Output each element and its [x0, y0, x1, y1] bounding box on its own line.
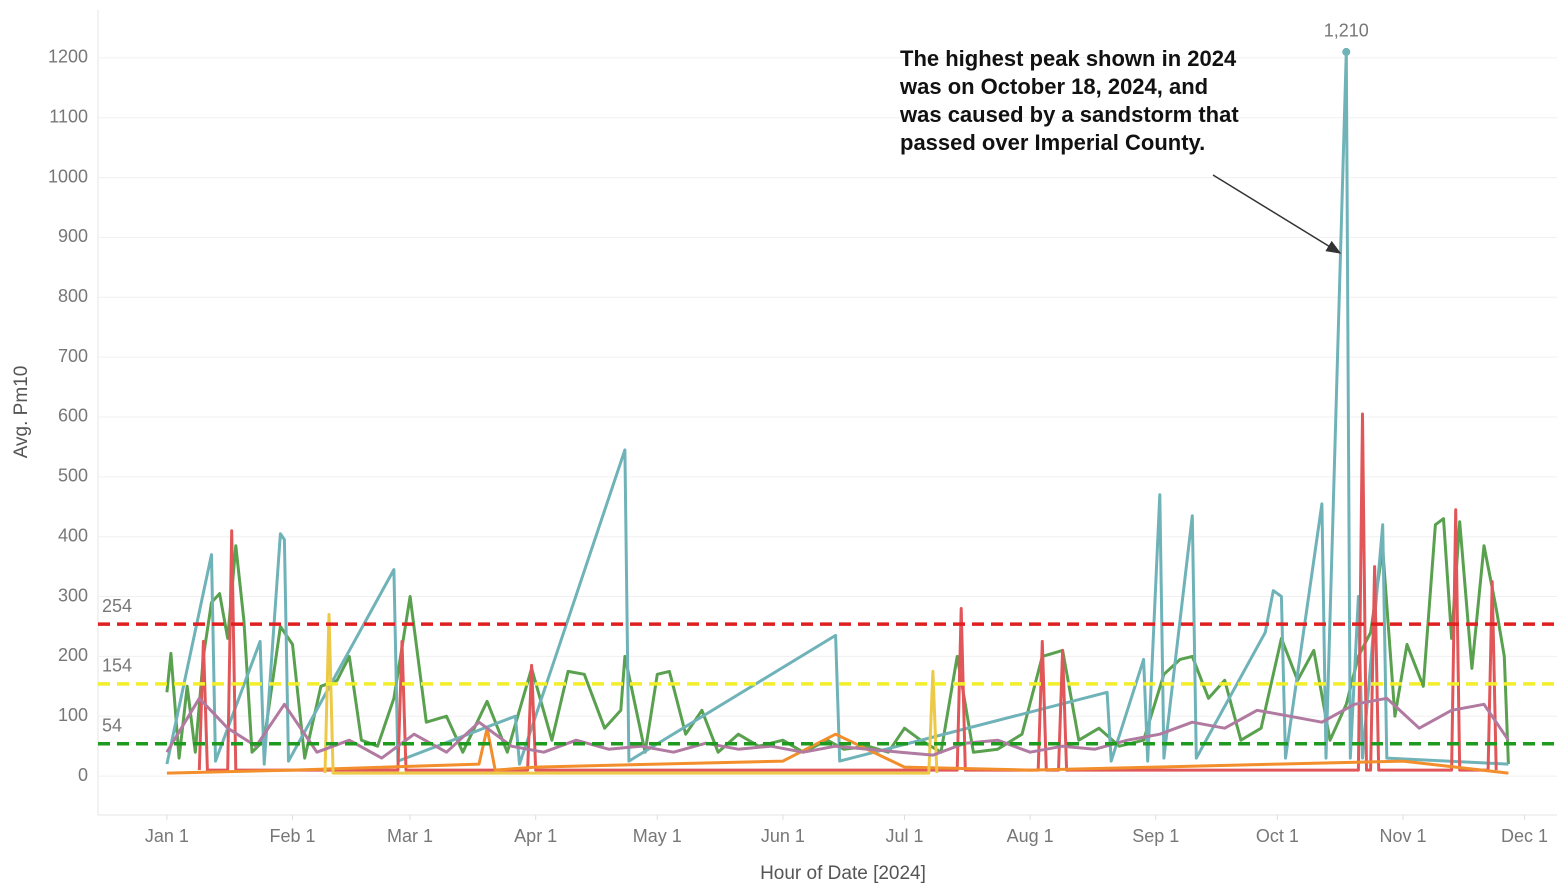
annotation-arrow	[1212, 174, 1342, 254]
x-tick-label: May 1	[633, 826, 682, 846]
grid: 0 100 200 300 400 500 600 700 800 900 1000 1100 1200…	[48, 10, 1557, 846]
y-tick-label: 0	[78, 765, 88, 785]
series-line	[166, 726, 1509, 775]
annotation: was caused by a sandstorm that	[899, 102, 1239, 127]
y-tick-label: 900	[58, 226, 88, 246]
x-axis-label: Hour of Date [2024]	[760, 863, 926, 884]
annotation: was on October 18, 2024, and	[899, 74, 1208, 99]
x-tick-label: Mar 1	[387, 826, 433, 846]
series: 1,210	[165, 21, 1510, 775]
data-label: 1,210	[1324, 21, 1369, 41]
series-line	[323, 613, 939, 775]
y-tick-label: 1200	[48, 47, 88, 67]
x-tick-label: Apr 1	[514, 826, 557, 846]
y-axis-label: Avg. Pm10	[11, 366, 32, 459]
y-tick-label: 200	[58, 645, 88, 665]
annotation: passed over Imperial County.	[900, 130, 1205, 155]
series-line	[165, 50, 1509, 766]
y-tick-label: 1000	[48, 166, 88, 186]
y-tick-label: 100	[58, 705, 88, 725]
y-tick-label: 800	[58, 286, 88, 306]
x-tick-label: Dec 1	[1501, 826, 1548, 846]
y-tick-label: 700	[58, 346, 88, 366]
x-tick-label: Aug 1	[1007, 826, 1054, 846]
y-tick-label: 1100	[49, 106, 88, 126]
x-tick-label: Jan 1	[145, 826, 189, 846]
y-tick-label: 400	[58, 525, 88, 545]
series-line	[165, 696, 1510, 760]
reference-label: 254	[102, 596, 132, 616]
x-tick-label: Oct 1	[1256, 826, 1299, 846]
x-tick-label: Jul 1	[885, 826, 923, 846]
peak-point	[1342, 47, 1351, 56]
x-tick-label: Feb 1	[270, 826, 316, 846]
x-tick-label: Nov 1	[1379, 826, 1426, 846]
x-tick-label: Jun 1	[761, 826, 805, 846]
reference-label: 54	[102, 716, 122, 736]
y-tick-label: 300	[58, 585, 88, 605]
x-tick-label: Sep 1	[1132, 826, 1179, 846]
y-tick-label: 600	[58, 406, 88, 426]
annotation: The highest peak shown in 2024	[900, 46, 1237, 71]
reference-label: 154	[102, 656, 132, 676]
y-tick-label: 500	[58, 466, 88, 486]
reference-lines: 254 154 54	[98, 596, 1557, 746]
